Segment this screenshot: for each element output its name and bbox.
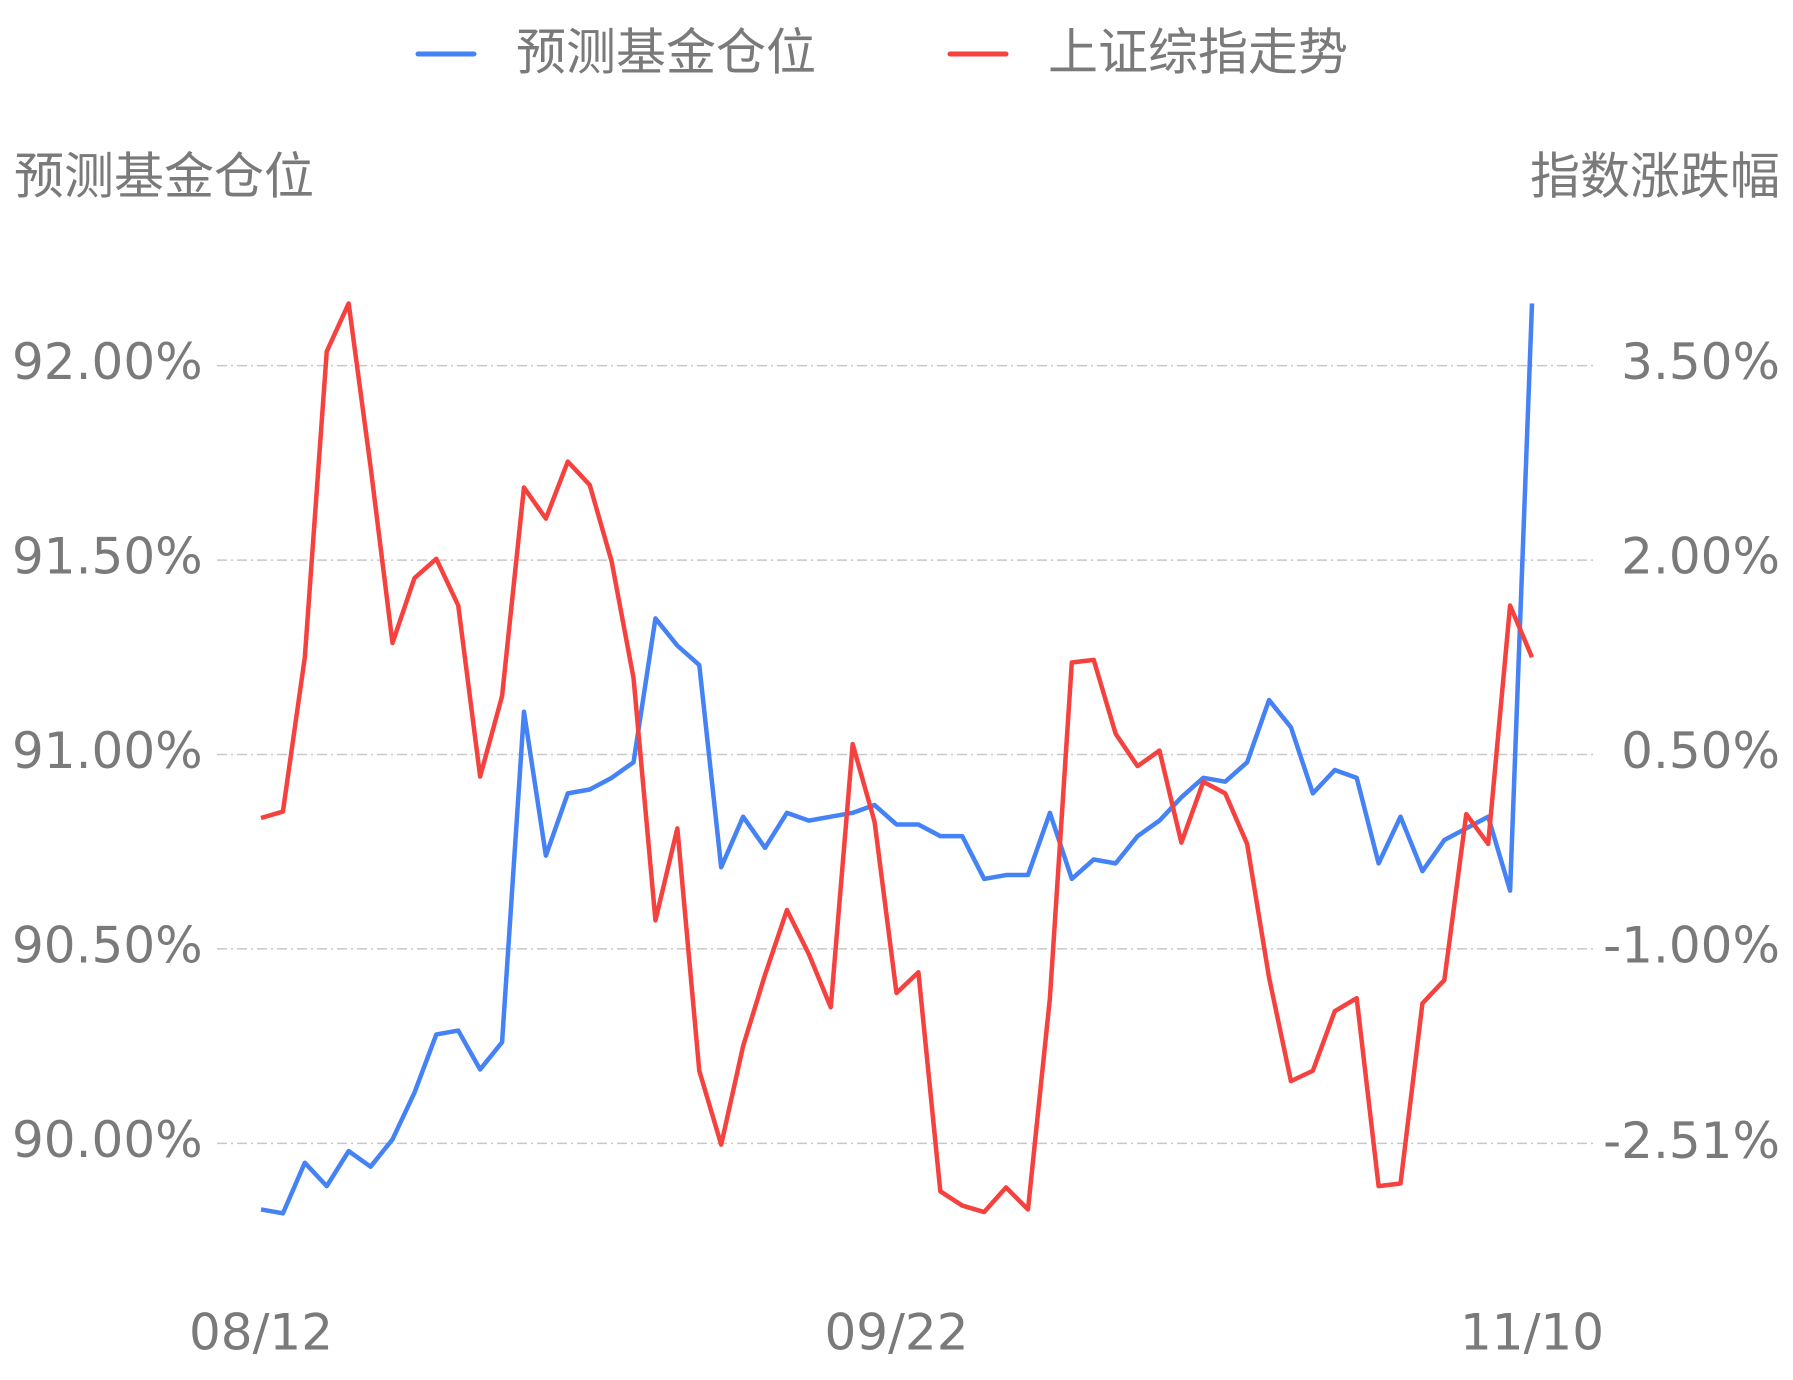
y-tick-label: 90.00%	[12, 1111, 203, 1169]
y2-tick-label: 2.00%	[1621, 528, 1780, 586]
series-line	[260, 301, 1535, 1215]
y-axis-title: 预测基金仓位	[14, 148, 314, 206]
series-line	[260, 303, 1535, 1216]
y-tick-label: 92.00%	[12, 333, 203, 391]
y-tick-label: 91.00%	[12, 722, 203, 780]
legend-label: 预测基金仓位	[516, 24, 816, 82]
y2-tick-label: -1.00%	[1603, 916, 1780, 974]
y-tick-label: 90.50%	[12, 916, 203, 974]
y2-tick-label: 3.50%	[1621, 333, 1780, 391]
y2-axis-title: 指数涨跌幅	[1530, 148, 1780, 206]
legend-label: 上证综指走势	[1048, 24, 1348, 82]
y2-tick-label: 0.50%	[1621, 722, 1780, 780]
x-tick-label: 08/12	[189, 1304, 333, 1362]
y-tick-label: 91.50%	[12, 528, 203, 586]
x-tick-label: 11/10	[1460, 1304, 1604, 1362]
x-tick-label: 09/22	[824, 1304, 968, 1362]
y2-tick-label: -2.51%	[1603, 1112, 1780, 1170]
